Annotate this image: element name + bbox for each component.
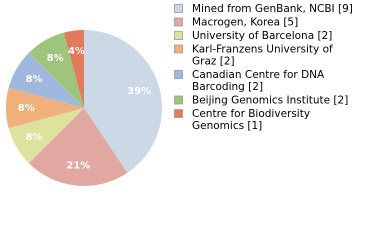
legend-swatch	[174, 109, 183, 118]
legend-label: University of Barcelona [2]	[192, 30, 332, 42]
legend-swatch	[174, 17, 183, 27]
slice-label: 8%	[26, 74, 43, 85]
legend-label: Centre for Biodiversity	[192, 108, 310, 120]
legend-swatch	[174, 31, 183, 40]
legend-label: Mined from GenBank, NCBI [9]	[192, 3, 353, 15]
legend-label: Beijing Genomics Institute [2]	[192, 95, 348, 107]
pie-slice	[63, 30, 84, 108]
legend-label: Graz [2]	[192, 56, 235, 68]
legend-label: Macrogen, Korea [5]	[192, 17, 298, 29]
legend-swatch	[174, 95, 183, 105]
legend-swatch	[174, 70, 183, 79]
legend-label: Genomics [1]	[192, 120, 262, 132]
pie-slice	[28, 32, 84, 108]
slice-label: 39%	[127, 86, 151, 97]
pie-slice	[84, 30, 162, 173]
slice-label: 8%	[26, 132, 43, 143]
legend-label: Canadian Centre for DNA	[192, 69, 325, 81]
slice-label: 8%	[47, 53, 64, 64]
pie-slice	[28, 108, 128, 187]
legend-label: Barcoding [2]	[192, 81, 263, 93]
legend-swatch	[174, 44, 183, 54]
slice-label: 8%	[18, 103, 35, 114]
slice-label: 21%	[66, 160, 90, 171]
pie-slice	[8, 108, 85, 164]
legend-label: Karl-Franzens University of	[192, 44, 333, 56]
pie-slice	[6, 87, 85, 129]
slice-label: 4%	[68, 46, 85, 57]
pie-slice	[8, 52, 85, 108]
legend-swatch	[174, 4, 183, 13]
